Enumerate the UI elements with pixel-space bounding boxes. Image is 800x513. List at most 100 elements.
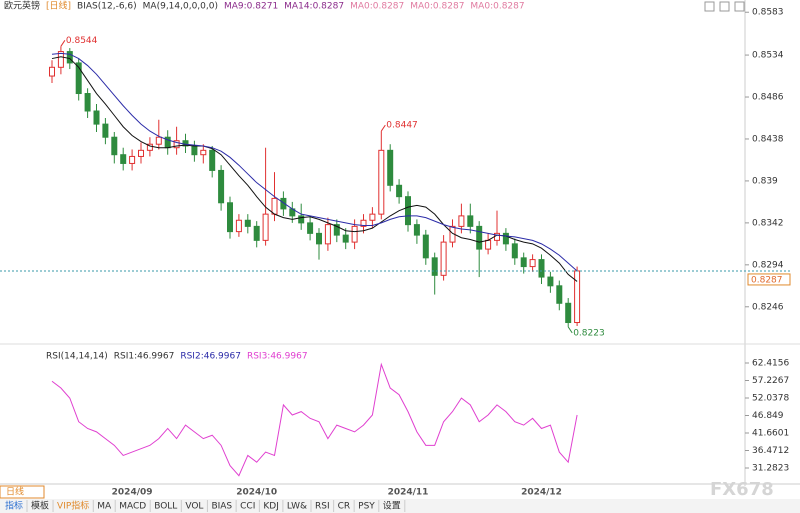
x-tick-label: 2024/11 xyxy=(388,488,429,498)
candle-body xyxy=(565,302,572,324)
candle-body xyxy=(111,136,118,156)
y-tick-label: 0.8486 xyxy=(752,93,784,103)
legend-entry: RSI3:46.9967 xyxy=(247,352,308,362)
y-tick-label: 36.4712 xyxy=(752,446,789,456)
legend-entry: MA0:0.8287 xyxy=(350,2,404,12)
candle-body xyxy=(360,219,367,227)
y-tick-label: 41.6601 xyxy=(752,428,789,438)
toolbar-tab[interactable]: BIAS xyxy=(211,502,232,512)
last-price-label: 0.8287 xyxy=(751,275,783,285)
toolbar-tab[interactable]: 设置 xyxy=(383,501,401,512)
toolbar-tab[interactable]: BOLL xyxy=(154,502,177,512)
legend-entry: [日线] xyxy=(46,0,71,12)
candle-body xyxy=(324,224,331,245)
candle-body xyxy=(155,136,162,145)
candle-body xyxy=(422,234,429,259)
ma-line xyxy=(51,52,578,272)
legend-entry: MA14:0.8287 xyxy=(284,2,344,12)
toolbar-tab[interactable]: RSI xyxy=(315,502,330,512)
candle-body xyxy=(574,270,581,324)
candle-body xyxy=(57,51,64,68)
legend-entry: MA9:0.8271 xyxy=(224,2,278,12)
toolbar-tab[interactable]: PSY xyxy=(358,502,375,512)
y-tick-label: 52.0378 xyxy=(752,394,789,404)
last-price-box xyxy=(747,273,791,286)
candle-body xyxy=(191,145,198,156)
annotation: 0.8447 xyxy=(386,121,418,131)
watermark: FX678 xyxy=(710,479,774,500)
candle-body xyxy=(102,123,109,138)
candle-body xyxy=(244,219,251,227)
y-tick-label: 31.2823 xyxy=(752,463,789,473)
candle-body xyxy=(218,169,225,204)
candle-body xyxy=(502,232,509,245)
candle-body xyxy=(49,66,55,77)
toolbar-tab[interactable]: VOL xyxy=(185,502,203,512)
legend-entry: MA(9,14,0,0,0,0) xyxy=(143,2,218,12)
candle-body xyxy=(431,257,438,276)
toolbar-tab[interactable]: MACD xyxy=(119,502,146,512)
y-tick-label: 62.4156 xyxy=(752,359,789,369)
toolbar-tab[interactable]: CCI xyxy=(240,502,255,512)
candle-body xyxy=(485,239,492,250)
icon[interactable] xyxy=(734,1,745,12)
annotation-leader xyxy=(567,326,573,334)
period-tab-label: 日线 xyxy=(6,486,24,498)
candle-body xyxy=(520,257,527,268)
legend-entry: RSI2:46.9967 xyxy=(180,352,241,362)
toolbar-tab[interactable]: VIP指标 xyxy=(57,500,89,512)
legend-entry: RSI(14,14,14) xyxy=(46,352,108,362)
candle-body xyxy=(84,93,91,112)
candle-body xyxy=(351,225,358,243)
candle-body xyxy=(342,234,349,243)
candle-body xyxy=(262,213,269,241)
candle-body xyxy=(253,225,260,241)
annotation-leader xyxy=(380,124,386,132)
period-tab[interactable] xyxy=(0,485,45,499)
candle-body xyxy=(476,225,483,250)
toolbar-tab[interactable]: MA xyxy=(97,502,112,512)
candle-body xyxy=(66,51,73,64)
candle-body xyxy=(200,149,207,156)
candle-body xyxy=(369,213,376,221)
toolbar-tab[interactable]: 指标 xyxy=(5,500,23,512)
candle-body xyxy=(298,215,305,224)
candle-body xyxy=(440,241,447,276)
candle-body xyxy=(271,197,278,215)
ma-line xyxy=(51,56,578,282)
window-icons xyxy=(704,1,745,12)
legend-entry: 欧元英镑 xyxy=(4,0,40,12)
candle-body xyxy=(280,197,287,210)
y-tick-label: 0.8294 xyxy=(752,260,784,270)
toolbar-tab[interactable]: 模板 xyxy=(31,500,49,512)
candle-body xyxy=(547,276,554,287)
candle-body xyxy=(538,259,545,278)
candle-body xyxy=(556,285,563,304)
candle-body xyxy=(396,184,403,198)
legend-entry: MA0:0.8287 xyxy=(410,2,464,12)
candle-body xyxy=(129,155,136,164)
candle-body xyxy=(413,224,420,236)
y-tick-label: 0.839 xyxy=(752,176,778,186)
candle-body xyxy=(378,149,385,215)
candle-body xyxy=(405,196,411,226)
candle-body xyxy=(529,259,536,268)
toolbar-tab[interactable]: LW& xyxy=(287,502,307,512)
legend-entry: MA0:0.8287 xyxy=(470,2,524,12)
annotation: 0.8544 xyxy=(66,36,98,46)
rsi-line xyxy=(51,362,578,477)
icon[interactable] xyxy=(704,1,715,12)
y-tick-label: 57.2267 xyxy=(752,376,789,386)
candle-body xyxy=(511,243,518,259)
toolbar-tab[interactable]: CR xyxy=(338,502,351,512)
candle-body xyxy=(458,215,465,227)
annotation-leader xyxy=(60,40,66,47)
icon[interactable] xyxy=(719,1,730,12)
toolbar-tab[interactable]: KDJ xyxy=(263,502,279,512)
candle-body xyxy=(93,110,100,125)
candle-body xyxy=(235,219,242,233)
y-tick-label: 0.8342 xyxy=(752,218,784,228)
candle-body xyxy=(307,222,314,234)
